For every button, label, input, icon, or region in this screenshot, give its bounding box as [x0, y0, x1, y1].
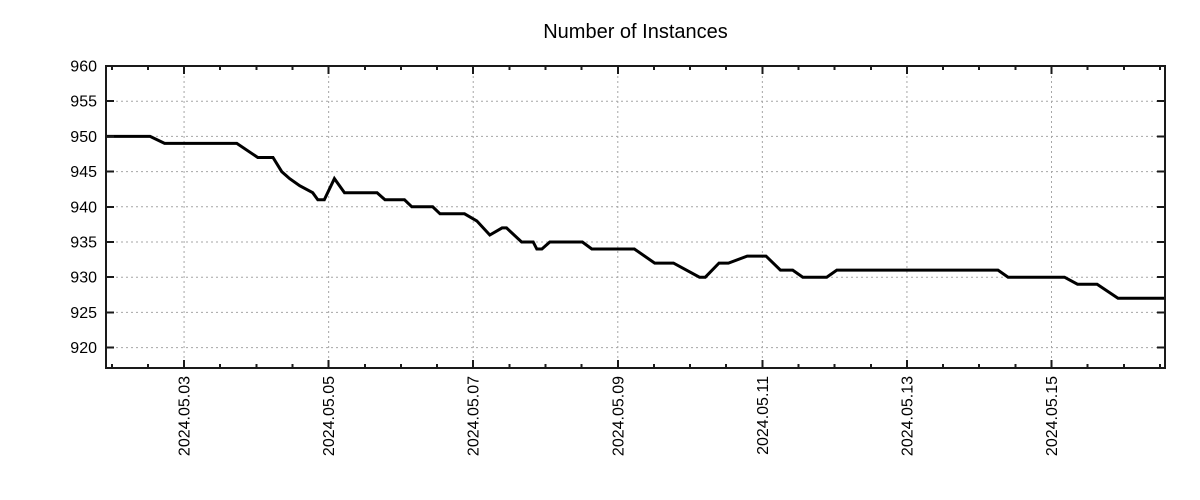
- y-tick-label: 930: [70, 270, 97, 287]
- y-tick-label: 920: [70, 340, 97, 357]
- y-tick-label: 960: [70, 59, 97, 76]
- axis-labels: 920 925 930 935 940 945 950 955 960 2024.05.03 202…: [70, 59, 1061, 457]
- y-tick-label: 940: [70, 199, 97, 216]
- plot-border: [105, 65, 1166, 369]
- x-tick-label: 2024.05.11: [755, 376, 772, 455]
- grid-layer: [106, 66, 1165, 368]
- y-tick-label: 955: [70, 94, 97, 111]
- x-tick-label: 2024.05.07: [466, 376, 483, 456]
- x-tick-label: 2024.05.09: [610, 376, 627, 456]
- x-tick-label: 2024.05.05: [321, 376, 338, 456]
- y-tick-label: 950: [70, 129, 97, 146]
- x-tick-label: 2024.05.15: [1044, 376, 1061, 456]
- y-tick-label: 925: [70, 305, 97, 322]
- tick-layer: [106, 65, 1165, 368]
- y-tick-label: 945: [70, 164, 97, 181]
- y-tick-label: 935: [70, 234, 97, 251]
- chart-title: Number of Instances: [543, 21, 728, 43]
- x-tick-label: 2024.05.13: [899, 376, 916, 456]
- x-tick-label: 2024.05.03: [177, 376, 194, 456]
- series-line-instances: [106, 134, 1165, 300]
